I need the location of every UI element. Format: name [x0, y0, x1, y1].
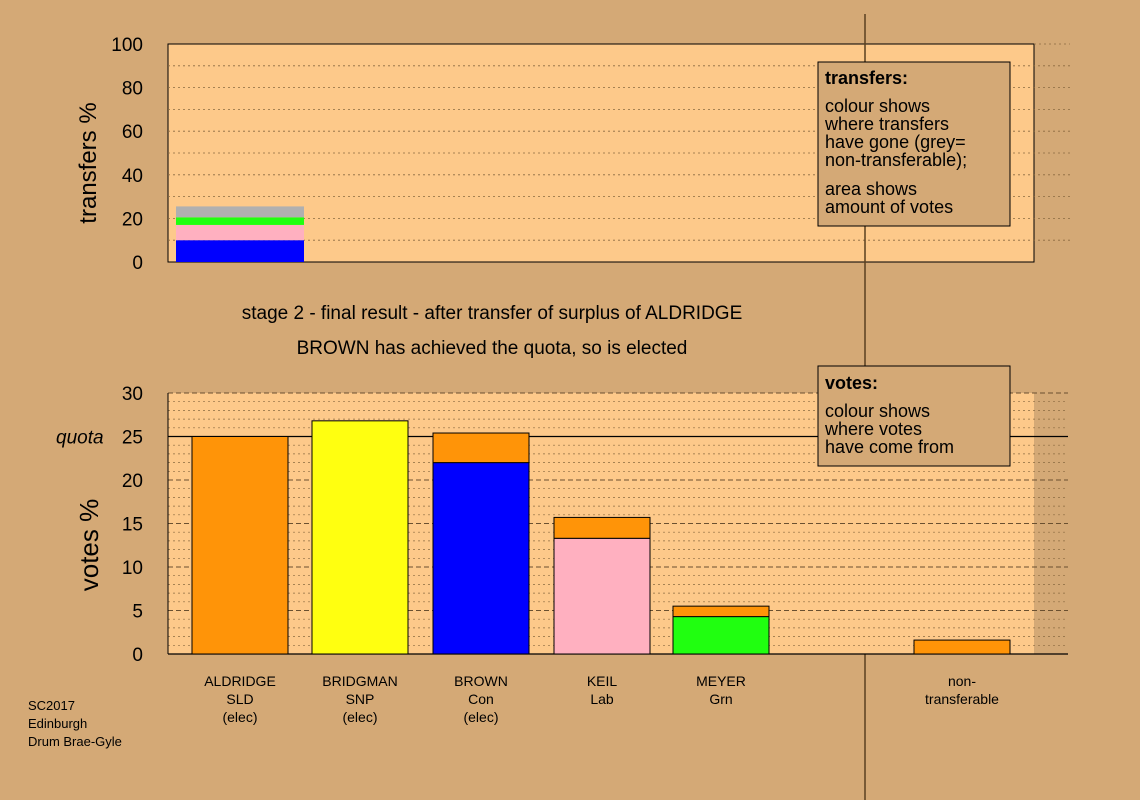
x-category-label: Con	[468, 691, 494, 707]
y-tick-label: 0	[132, 253, 143, 274]
x-category-label: Grn	[709, 691, 732, 707]
vote-segment-con	[432, 462, 530, 655]
quota-label: quota	[56, 428, 104, 449]
y-tick-label: 30	[122, 384, 143, 405]
votes-legend: votes: colour shows where votes have com…	[817, 365, 1011, 467]
vote-segment-sld	[432, 432, 530, 464]
x-category-label: KEIL	[587, 673, 618, 689]
x-category-label: SLD	[226, 691, 253, 707]
transfers-y-ticks: 0 20 40 60 80 100	[111, 35, 143, 274]
votes-bars	[191, 420, 1011, 655]
y-tick-label: 100	[111, 35, 143, 56]
vote-segment-sld	[553, 516, 651, 539]
x-category-label: ALDRIDGE	[204, 673, 276, 689]
transfers-legend-line: where transfers	[824, 114, 949, 134]
transfer-segment-nontransferable	[176, 206, 304, 218]
y-tick-label: 10	[122, 558, 143, 579]
transfers-legend-line: non-transferable);	[825, 150, 967, 170]
votes-legend-line: where votes	[824, 419, 922, 439]
votes-y-ticks: 0 5 10 15 20 25 30 quota	[56, 384, 143, 666]
y-tick-label: 0	[132, 645, 143, 666]
x-category-label: (elec)	[463, 709, 498, 725]
footer-election: SC2017	[28, 698, 75, 713]
votes-legend-title: votes:	[825, 373, 878, 393]
footer-council: Edinburgh	[28, 716, 87, 731]
x-category-label: Lab	[590, 691, 614, 707]
result-caption: BROWN has achieved the quota, so is elec…	[297, 338, 688, 359]
vote-segment-sld	[191, 436, 289, 655]
votes-y-axis-label: votes %	[74, 499, 104, 592]
x-category-label: SNP	[346, 691, 375, 707]
transfer-segment-con	[176, 240, 304, 262]
transfers-y-axis-label: transfers %	[75, 102, 102, 223]
transfer-segment-grn	[176, 217, 304, 225]
y-tick-label: 25	[122, 428, 143, 449]
y-tick-label: 20	[122, 471, 143, 492]
x-category-label: BRIDGMAN	[322, 673, 397, 689]
footer-ward: Drum Brae-Gyle	[28, 734, 122, 749]
vote-segment-snp	[311, 420, 409, 655]
y-tick-label: 20	[122, 209, 143, 230]
vote-segment-sld	[913, 639, 1011, 655]
x-category-label: (elec)	[342, 709, 377, 725]
x-category-label: MEYER	[696, 673, 746, 689]
votes-legend-line: have come from	[825, 437, 954, 457]
transfers-legend-line: have gone (grey=	[825, 132, 966, 152]
vote-segment-sld	[672, 605, 770, 618]
y-tick-label: 80	[122, 79, 143, 100]
transfers-legend-line: area shows	[825, 179, 917, 199]
y-tick-label: 40	[122, 166, 143, 187]
transfers-legend-title: transfers:	[825, 68, 908, 88]
votes-legend-box	[817, 365, 1011, 467]
x-category-label: non-	[948, 673, 976, 689]
y-tick-label: 5	[132, 602, 143, 623]
y-tick-label: 15	[122, 515, 143, 536]
transfers-legend-box	[817, 61, 1011, 227]
x-category-label: transferable	[925, 691, 999, 707]
transfers-legend: transfers: colour shows where transfers …	[817, 61, 1011, 227]
x-category-label: (elec)	[222, 709, 257, 725]
transfers-bars	[176, 206, 304, 262]
vote-segment-grn	[672, 616, 770, 655]
x-category-label: BROWN	[454, 673, 508, 689]
transfers-legend-line: colour shows	[825, 96, 930, 116]
votes-x-labels: ALDRIDGE SLD (elec) BRIDGMAN SNP (elec) BROWN C…	[204, 673, 999, 725]
transfer-segment-lab	[176, 224, 304, 241]
transfers-legend-line: amount of votes	[825, 197, 953, 217]
stage-caption: stage 2 - final result - after transfer …	[242, 303, 743, 324]
y-tick-label: 60	[122, 122, 143, 143]
votes-legend-line: colour shows	[825, 401, 930, 421]
vote-segment-lab	[553, 537, 651, 655]
